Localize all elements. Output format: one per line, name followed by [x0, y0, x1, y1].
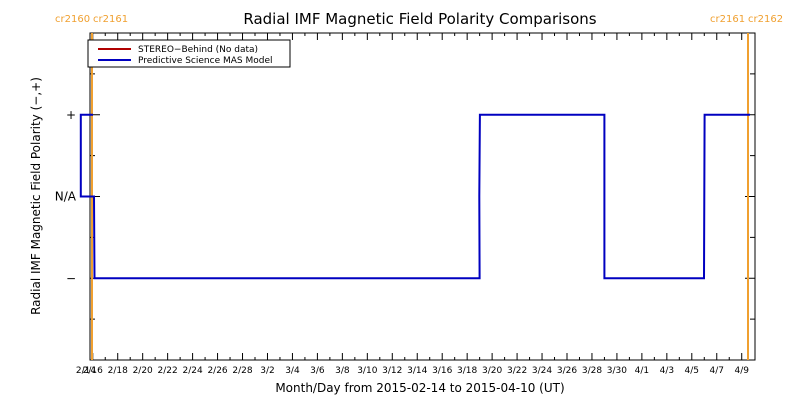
x-tick-label: 3/22 — [507, 366, 527, 376]
chart-title: Radial IMF Magnetic Field Polarity Compa… — [243, 10, 596, 28]
legend-entry-label: Predictive Science MAS Model — [138, 56, 273, 66]
x-tick-label: 3/4 — [285, 366, 300, 376]
x-tick-label: 4/7 — [710, 366, 724, 376]
carrington-label-right: cr2162 — [748, 14, 783, 25]
x-axis-ticks: 2/142/16 2/18 2/20 2/22 2/24 2/26 2/28 3/2 3/4 3/… — [76, 33, 749, 376]
x-tick-label: 3/24 — [532, 366, 552, 376]
x-tick-label: 3/20 — [482, 366, 502, 376]
y-axis-ticks: − N/A + — [55, 73, 755, 320]
legend-entry-label: STEREO−Behind (No data) — [138, 45, 258, 55]
x-tick-label: 3/12 — [382, 366, 402, 376]
x-tick-label: 3/10 — [357, 366, 377, 376]
x-tick-label: 2/18 — [108, 366, 128, 376]
x-tick-label: 3/28 — [582, 366, 602, 376]
y-tick-label: N/A — [55, 190, 77, 204]
x-tick-label: 2/20 — [133, 366, 153, 376]
x-tick-label: 3/16 — [432, 366, 452, 376]
legend-box — [87, 39, 291, 68]
plot-frame — [89, 32, 756, 361]
x-tick-label: 3/2 — [260, 366, 274, 376]
x-axis-label: Month/Day from 2015-02-14 to 2015-04-10 … — [275, 381, 564, 395]
x-tick-label: 4/9 — [734, 366, 749, 376]
x-tick-label: 3/8 — [335, 366, 350, 376]
y-tick-label: − — [66, 271, 76, 285]
x-tick-label: 3/26 — [557, 366, 577, 376]
x-tick-label: 2/22 — [158, 366, 178, 376]
carrington-label-right: cr2161 — [93, 14, 128, 25]
x-tick-label: 2/26 — [207, 366, 227, 376]
x-tick-label: 4/3 — [660, 366, 674, 376]
x-tick-label: 3/6 — [310, 366, 325, 376]
x-tick-label: 2/14 — [76, 366, 96, 376]
x-tick-label: 2/28 — [232, 366, 252, 376]
x-tick-label: 4/1 — [635, 366, 649, 376]
legend: STEREO−Behind (No data)Predictive Scienc… — [87, 39, 291, 68]
x-tick-label: 3/14 — [407, 366, 427, 376]
x-tick-label: 2/24 — [182, 366, 202, 376]
x-tick-label: 3/30 — [607, 366, 627, 376]
y-tick-label: + — [66, 108, 76, 122]
x-tick-label: 3/18 — [457, 366, 477, 376]
x-tick-label: 2/16 — [83, 366, 103, 376]
y-axis-label: Radial IMF Magnetic Field Polarity (−,+) — [29, 77, 43, 315]
series-line-mas-model — [79, 113, 750, 280]
carrington-label-left: cr2161 — [710, 14, 745, 25]
series-lines — [79, 113, 750, 280]
x-tick-label: 4/5 — [685, 366, 699, 376]
carrington-label-left: cr2160 — [55, 14, 90, 25]
